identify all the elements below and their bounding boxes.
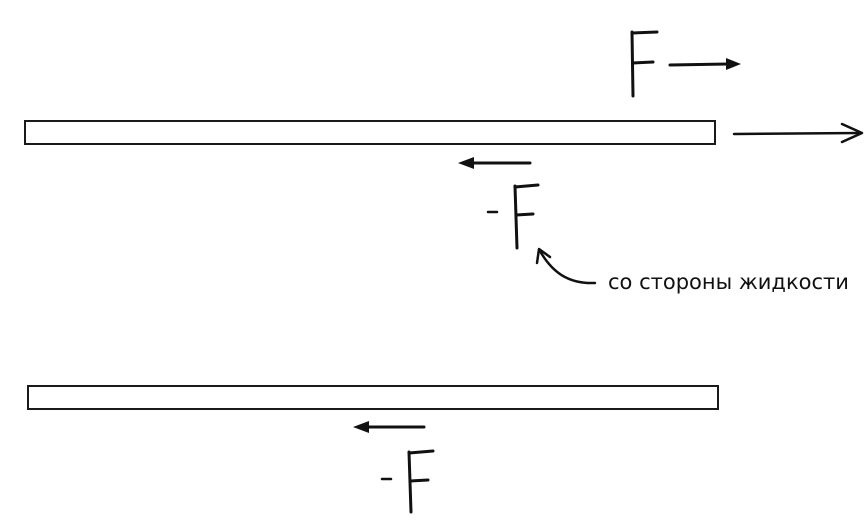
bottom-plate-group: F [27,385,719,514]
top-force-letter: F [630,30,659,98]
top-plate-group: F F со стороны жидко [24,30,864,294]
arrow-left-icon [458,157,532,169]
fluid-side-annotation: со стороны жидкости [608,270,849,294]
bottom-reaction-label: F [380,449,435,514]
top-reaction-label: F [486,183,540,250]
bottom-plate [27,385,719,410]
bottom-arrow-left-icon [353,421,426,433]
arrow-right-icon [668,58,741,70]
motion-arrow-right-icon [732,122,864,144]
top-plate [24,120,716,145]
curved-pointer-arrow-icon [535,247,597,285]
